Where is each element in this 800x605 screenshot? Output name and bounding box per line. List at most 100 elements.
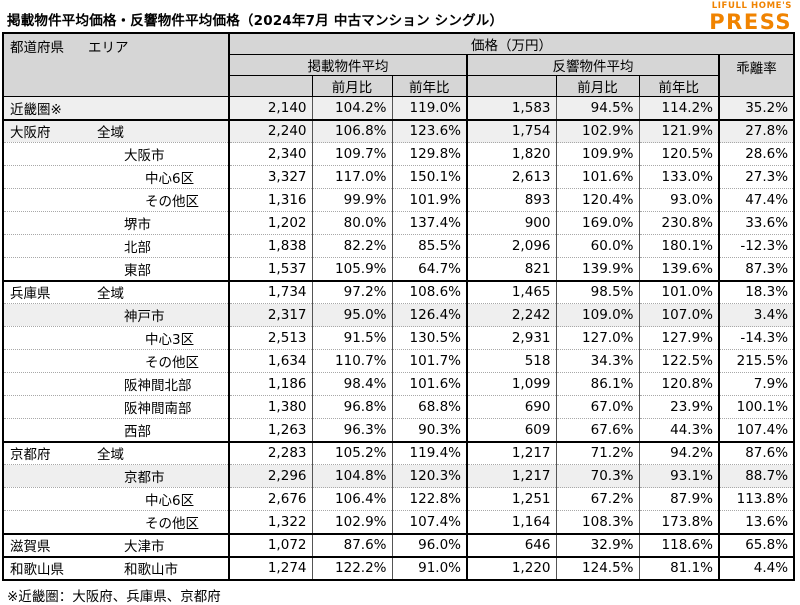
listed-yoy-cell: 96.0% — [391, 532, 467, 557]
table-row: その他区 1,316 99.9% 101.9% 893 120.4% 93.0%… — [3, 188, 795, 212]
table-row: 大阪府 全域 2,240 106.8% 123.6% 1,754 102.9% 1… — [3, 118, 795, 143]
logo-press-text: PRESS — [709, 9, 792, 34]
area-cell: 西部 — [3, 418, 229, 442]
prefecture-label: 近畿圏※ — [10, 101, 62, 118]
listed-price-cell: 1,316 — [228, 188, 312, 212]
area-cell: 滋賀県 大津市 — [3, 532, 229, 557]
listed-yoy-cell: 119.0% — [391, 96, 467, 120]
header-pref-label: 都道府県 — [10, 40, 64, 56]
inquiry-yoy-cell: 230.8% — [638, 211, 719, 235]
area-label: 阪神間北部 — [124, 378, 192, 394]
divergence-cell: 215.5% — [717, 349, 795, 373]
inquiry-price-cell: 2,096 — [466, 234, 556, 258]
area-label: 西部 — [124, 423, 151, 440]
logo-brand-text: LIFULL HOME'S — [711, 1, 792, 11]
table-row: 中心6区 2,676 106.4% 122.8% 1,251 67.2% 87.… — [3, 487, 795, 511]
listed-price-cell: 1,072 — [228, 532, 312, 557]
listed-yoy-cell: 123.6% — [391, 118, 467, 143]
area-label: 北部 — [124, 240, 151, 256]
listed-yoy-cell: 129.8% — [391, 142, 467, 166]
area-label: 全域 — [97, 125, 124, 142]
lifull-homes-press-logo: LIFULL HOME'S PRESS — [709, 0, 798, 33]
area-label: 中心3区 — [145, 332, 195, 348]
divergence-cell: 13.6% — [717, 510, 795, 534]
listed-mom-cell: 105.2% — [311, 440, 392, 465]
listed-mom-cell: 104.2% — [311, 96, 392, 120]
inquiry-mom-cell: 70.3% — [555, 464, 639, 488]
area-cell: 神戸市 — [3, 303, 229, 327]
inquiry-price-cell: 1,220 — [466, 555, 556, 580]
inquiry-price-cell: 1,583 — [466, 96, 556, 120]
divergence-cell: 47.4% — [717, 188, 795, 212]
divergence-cell: 87.3% — [717, 257, 795, 281]
listed-yoy-cell: 126.4% — [391, 303, 467, 327]
table-row: 京都市 2,296 104.8% 120.3% 1,217 70.3% 93.1… — [3, 464, 795, 488]
area-cell: その他区 — [3, 510, 229, 534]
inquiry-yoy-cell: 122.5% — [638, 349, 719, 373]
area-cell: 大阪府 全域 — [3, 118, 229, 143]
listed-yoy-cell: 90.3% — [391, 418, 467, 442]
area-cell: その他区 — [3, 349, 229, 373]
listed-mom-cell: 91.5% — [311, 326, 392, 350]
inquiry-price-cell: 1,217 — [466, 440, 556, 465]
listed-mom-cell: 96.3% — [311, 418, 392, 442]
area-label: 大阪市 — [124, 148, 165, 164]
listed-mom-cell: 99.9% — [311, 188, 392, 212]
area-label: 和歌山市 — [124, 562, 178, 578]
table-row: 神戸市 2,317 95.0% 126.4% 2,242 109.0% 107.… — [3, 303, 795, 327]
divergence-cell: 87.6% — [717, 440, 795, 465]
inquiry-mom-cell: 120.4% — [555, 188, 639, 212]
divergence-cell: 27.8% — [717, 118, 795, 143]
listed-price-cell: 2,317 — [228, 303, 312, 327]
header-inquiry-yoy: 前年比 — [638, 75, 720, 97]
listed-mom-cell: 122.2% — [311, 555, 392, 580]
listed-mom-cell: 105.9% — [311, 257, 392, 281]
table-row: 中心3区 2,513 91.5% 130.5% 2,931 127.0% 127… — [3, 326, 795, 350]
listed-mom-cell: 87.6% — [311, 532, 392, 557]
area-cell: 大阪市 — [3, 142, 229, 166]
divergence-cell: -12.3% — [717, 234, 795, 258]
listed-price-cell: 1,202 — [228, 211, 312, 235]
listed-price-cell: 1,380 — [228, 395, 312, 419]
listed-mom-cell: 80.0% — [311, 211, 392, 235]
area-cell: 阪神間北部 — [3, 372, 229, 396]
listed-price-cell: 2,676 — [228, 487, 312, 511]
area-cell: 京都市 — [3, 464, 229, 488]
inquiry-mom-cell: 108.3% — [555, 510, 639, 534]
area-label: 全域 — [97, 286, 124, 303]
inquiry-yoy-cell: 127.9% — [638, 326, 719, 350]
listed-yoy-cell: 107.4% — [391, 510, 467, 534]
inquiry-price-cell: 609 — [466, 418, 556, 442]
listed-mom-cell: 106.4% — [311, 487, 392, 511]
footnote: ※近畿圏：大阪府、兵庫県、京都府 — [7, 588, 221, 605]
inquiry-price-cell: 518 — [466, 349, 556, 373]
listed-price-cell: 2,240 — [228, 118, 312, 143]
area-cell: 北部 — [3, 234, 229, 258]
listed-price-cell: 1,263 — [228, 418, 312, 442]
header-listed-mom: 前月比 — [311, 75, 393, 97]
divergence-cell: 65.8% — [717, 532, 795, 557]
table-row: 近畿圏※ 2,140 104.2% 119.0% 1,583 94.5% 114… — [3, 96, 795, 120]
listed-mom-cell: 110.7% — [311, 349, 392, 373]
inquiry-mom-cell: 34.3% — [555, 349, 639, 373]
listed-price-cell: 1,274 — [228, 555, 312, 580]
inquiry-yoy-cell: 114.2% — [638, 96, 719, 120]
area-label: 神戸市 — [124, 309, 165, 325]
listed-price-cell: 1,537 — [228, 257, 312, 281]
header-listed-yoy: 前年比 — [391, 75, 468, 97]
header-listed-price-blank — [228, 75, 313, 97]
listed-yoy-cell: 120.3% — [391, 464, 467, 488]
table-row: 大阪市 2,340 109.7% 129.8% 1,820 109.9% 120… — [3, 142, 795, 166]
inquiry-mom-cell: 67.6% — [555, 418, 639, 442]
table-body: 近畿圏※ 2,140 104.2% 119.0% 1,583 94.5% 114… — [3, 96, 795, 580]
listed-price-cell: 1,322 — [228, 510, 312, 534]
area-label: 大津市 — [124, 539, 165, 555]
table-row: 和歌山県 和歌山市 1,274 122.2% 91.0% 1,220 124.5%… — [3, 555, 795, 580]
area-label: その他区 — [145, 515, 199, 532]
inquiry-yoy-cell: 23.9% — [638, 395, 719, 419]
divergence-cell: 113.8% — [717, 487, 795, 511]
inquiry-mom-cell: 60.0% — [555, 234, 639, 258]
area-cell: その他区 — [3, 188, 229, 212]
table-row: 阪神間南部 1,380 96.8% 68.8% 690 67.0% 23.9% … — [3, 395, 795, 419]
